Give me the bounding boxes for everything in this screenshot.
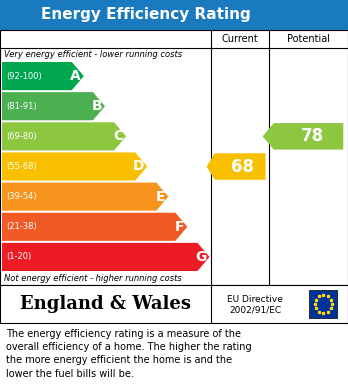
Text: B: B [91,99,102,113]
Text: (92-100): (92-100) [6,72,42,81]
Text: The energy efficiency rating is a measure of the
overall efficiency of a home. T: The energy efficiency rating is a measur… [6,329,252,378]
Polygon shape [2,213,187,241]
Bar [0,30,348,285]
Polygon shape [2,243,209,271]
Text: 2002/91/EC: 2002/91/EC [229,305,281,314]
Text: (39-54): (39-54) [6,192,37,201]
Text: EU Directive: EU Directive [227,296,283,305]
Text: (81-91): (81-91) [6,102,37,111]
Text: Potential: Potential [287,34,330,44]
Bar [0,285,348,323]
Text: 68: 68 [231,158,254,176]
Text: England & Wales: England & Wales [20,295,191,313]
Text: G: G [195,250,206,264]
Text: D: D [133,160,144,174]
Text: (69-80): (69-80) [6,132,37,141]
Bar [309,290,337,318]
Polygon shape [2,122,126,151]
Polygon shape [207,153,266,180]
Polygon shape [2,62,84,90]
Text: F: F [175,220,184,234]
Text: A: A [70,69,81,83]
Text: C: C [113,129,123,143]
Text: E: E [156,190,165,204]
Polygon shape [2,92,105,120]
Text: Energy Efficiency Rating: Energy Efficiency Rating [41,7,251,23]
Text: Current: Current [222,34,259,44]
Text: (21-38): (21-38) [6,222,37,231]
Text: (55-68): (55-68) [6,162,37,171]
Text: Not energy efficient - higher running costs: Not energy efficient - higher running co… [4,274,182,283]
Text: Very energy efficient - lower running costs: Very energy efficient - lower running co… [4,50,182,59]
Polygon shape [2,183,168,211]
Polygon shape [263,123,343,150]
Bar [0,0,348,30]
Polygon shape [2,152,147,181]
Text: 78: 78 [300,127,324,145]
Text: (1-20): (1-20) [6,253,31,262]
